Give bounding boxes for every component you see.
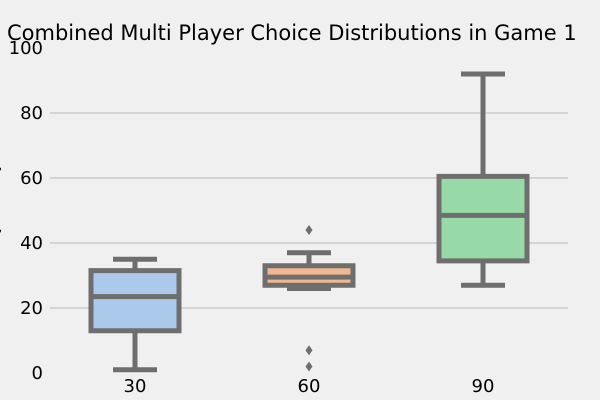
outlier-point-0	[305, 225, 313, 235]
x-tick-label-30: 30	[124, 376, 147, 397]
y-tick-label-40: 40	[20, 233, 43, 254]
iqr-box	[436, 173, 530, 264]
y-axis-label-fragment-2: ,	[0, 216, 3, 237]
y-tick-label-80: 80	[20, 103, 43, 124]
y-tick-label-60: 60	[20, 168, 43, 189]
x-tick-label-60: 60	[298, 376, 321, 397]
iqr-box	[88, 268, 182, 334]
y-axis-tick-labels: 0 20 40 60 80 100	[9, 38, 43, 384]
y-axis-label-fragment: ,	[0, 154, 3, 175]
box-90	[436, 71, 530, 288]
chart-title: Combined Multi Player Choice Distributio…	[7, 21, 577, 45]
y-tick-label-0: 0	[32, 363, 43, 384]
y-tick-label-100: 100	[9, 38, 43, 59]
box-30	[88, 256, 182, 373]
y-tick-label-20: 20	[20, 298, 43, 319]
outlier-point-2	[305, 361, 313, 372]
box-60	[262, 225, 356, 372]
outlier-point-1	[305, 345, 313, 356]
x-tick-label-90: 90	[472, 376, 495, 397]
x-axis-tick-labels: 30 60 90	[124, 376, 495, 397]
box-series	[88, 71, 530, 373]
